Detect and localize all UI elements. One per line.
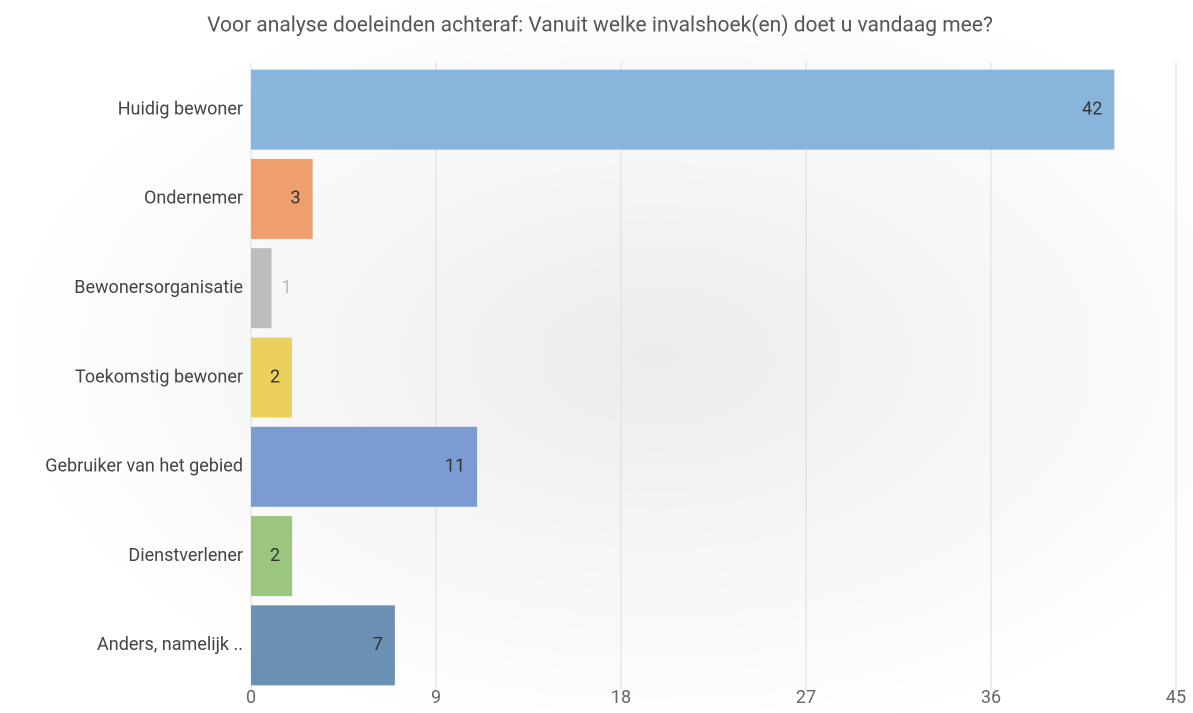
x-tick-label: 18 bbox=[611, 687, 631, 708]
bar bbox=[251, 69, 1115, 150]
x-tick-label: 45 bbox=[1166, 687, 1186, 708]
y-tick-label: Anders, namelijk .. bbox=[97, 634, 243, 655]
y-tick-label: Gebruiker van het gebied bbox=[45, 456, 243, 477]
value-label: 11 bbox=[445, 456, 465, 477]
bar bbox=[251, 426, 478, 507]
x-tick-label: 36 bbox=[981, 687, 1001, 708]
chart-title: Voor analyse doeleinden achteraf: Vanuit… bbox=[207, 14, 993, 38]
bar bbox=[251, 248, 272, 329]
x-tick-label: 0 bbox=[246, 687, 256, 708]
y-tick-label: Dienstverlener bbox=[128, 545, 243, 566]
bar bbox=[251, 337, 293, 418]
value-label: 7 bbox=[373, 634, 383, 655]
bar bbox=[251, 158, 313, 239]
value-label: 1 bbox=[282, 277, 292, 298]
y-tick-label: Toekomstig bewoner bbox=[75, 366, 243, 387]
y-tick-label: Bewonersorganisatie bbox=[74, 277, 243, 298]
bar bbox=[251, 516, 293, 597]
x-tick-label: 27 bbox=[796, 687, 816, 708]
bar bbox=[251, 605, 395, 686]
y-tick-label: Ondernemer bbox=[144, 188, 243, 209]
x-tick-label: 9 bbox=[431, 687, 441, 708]
value-label: 3 bbox=[291, 188, 301, 209]
value-label: 42 bbox=[1082, 98, 1102, 119]
value-label: 2 bbox=[270, 366, 280, 387]
y-tick-label: Huidig bewoner bbox=[118, 98, 243, 119]
value-label: 2 bbox=[270, 545, 280, 566]
